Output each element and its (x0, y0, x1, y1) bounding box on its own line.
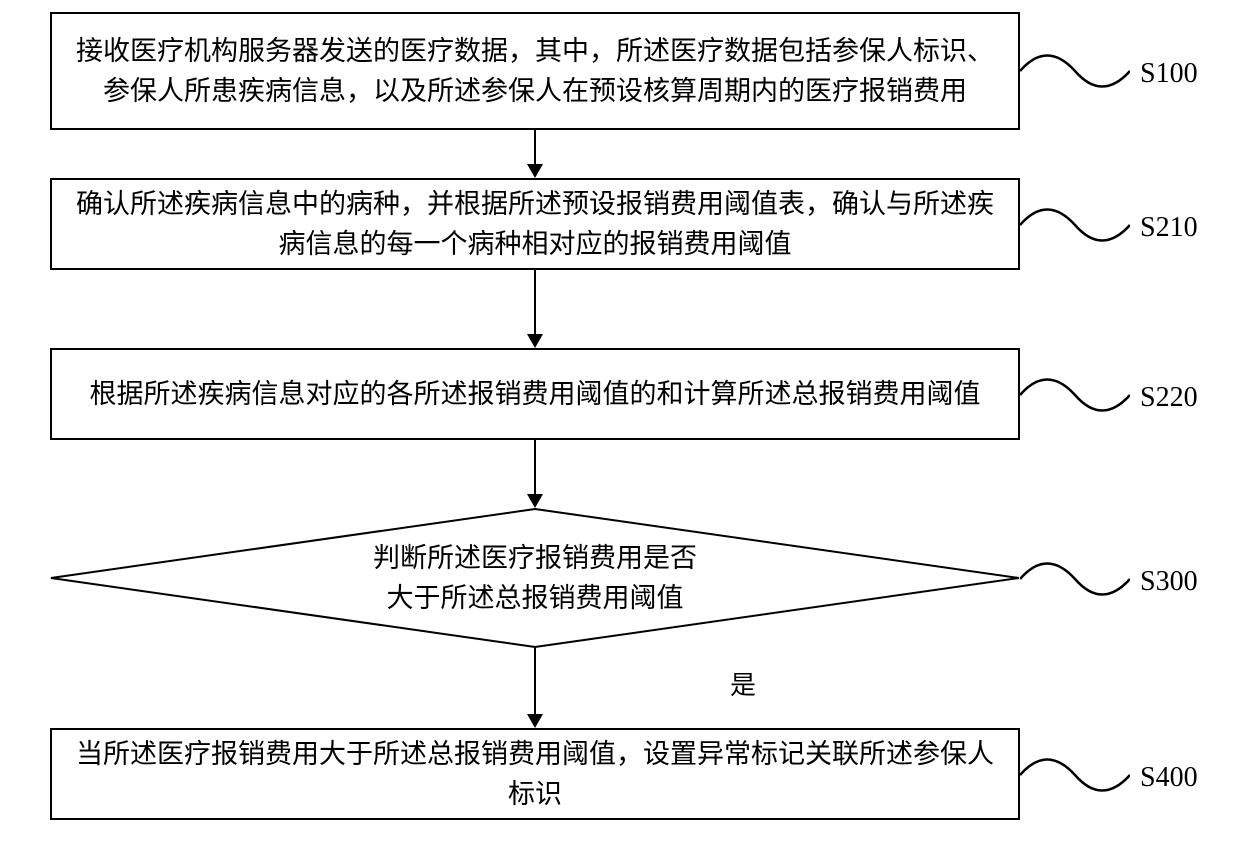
label-s400: S400 (1140, 762, 1198, 794)
step-s400-box: 当所述医疗报销费用大于所述总报销费用阈值，设置异常标记关联所述参保人标识 (50, 728, 1020, 820)
arrowhead-s300-s400 (527, 714, 543, 728)
arrowhead-s100-s210 (527, 164, 543, 178)
step-s300-diamond: 判断所述医疗报销费用是否大于所述总报销费用阈值 (50, 508, 1020, 648)
step-s100-text: 接收医疗机构服务器发送的医疗数据，其中，所述医疗数据包括参保人标识、参保人所患疾… (72, 31, 998, 112)
squiggle-s220 (1020, 372, 1130, 418)
arrow-s300-s400 (534, 648, 536, 716)
edge-yes-label: 是 (730, 665, 756, 702)
arrow-s220-s300 (534, 440, 536, 496)
arrowhead-s220-s300 (527, 494, 543, 508)
step-s100-box: 接收医疗机构服务器发送的医疗数据，其中，所述医疗数据包括参保人标识、参保人所患疾… (50, 12, 1020, 130)
label-s300: S300 (1140, 566, 1198, 598)
squiggle-s300 (1020, 556, 1130, 602)
arrow-s100-s210 (534, 130, 536, 166)
squiggle-s210 (1020, 202, 1130, 248)
arrow-s210-s220 (534, 270, 536, 336)
step-s400-text: 当所述医疗报销费用大于所述总报销费用阈值，设置异常标记关联所述参保人标识 (72, 734, 998, 815)
squiggle-s400 (1020, 752, 1130, 798)
label-s100: S100 (1140, 58, 1198, 90)
label-s210: S210 (1140, 212, 1198, 244)
step-s220-text: 根据所述疾病信息对应的各所述报销费用阈值的和计算所述总报销费用阈值 (90, 374, 981, 415)
arrowhead-s210-s220 (527, 334, 543, 348)
step-s210-text: 确认所述疾病信息中的病种，并根据所述预设报销费用阈值表，确认与所述疾病信息的每一… (72, 184, 998, 265)
label-s220: S220 (1140, 382, 1198, 414)
step-s300-text: 判断所述医疗报销费用是否大于所述总报销费用阈值 (373, 538, 697, 619)
step-s220-box: 根据所述疾病信息对应的各所述报销费用阈值的和计算所述总报销费用阈值 (50, 348, 1020, 440)
squiggle-s100 (1020, 48, 1130, 94)
step-s210-box: 确认所述疾病信息中的病种，并根据所述预设报销费用阈值表，确认与所述疾病信息的每一… (50, 178, 1020, 270)
